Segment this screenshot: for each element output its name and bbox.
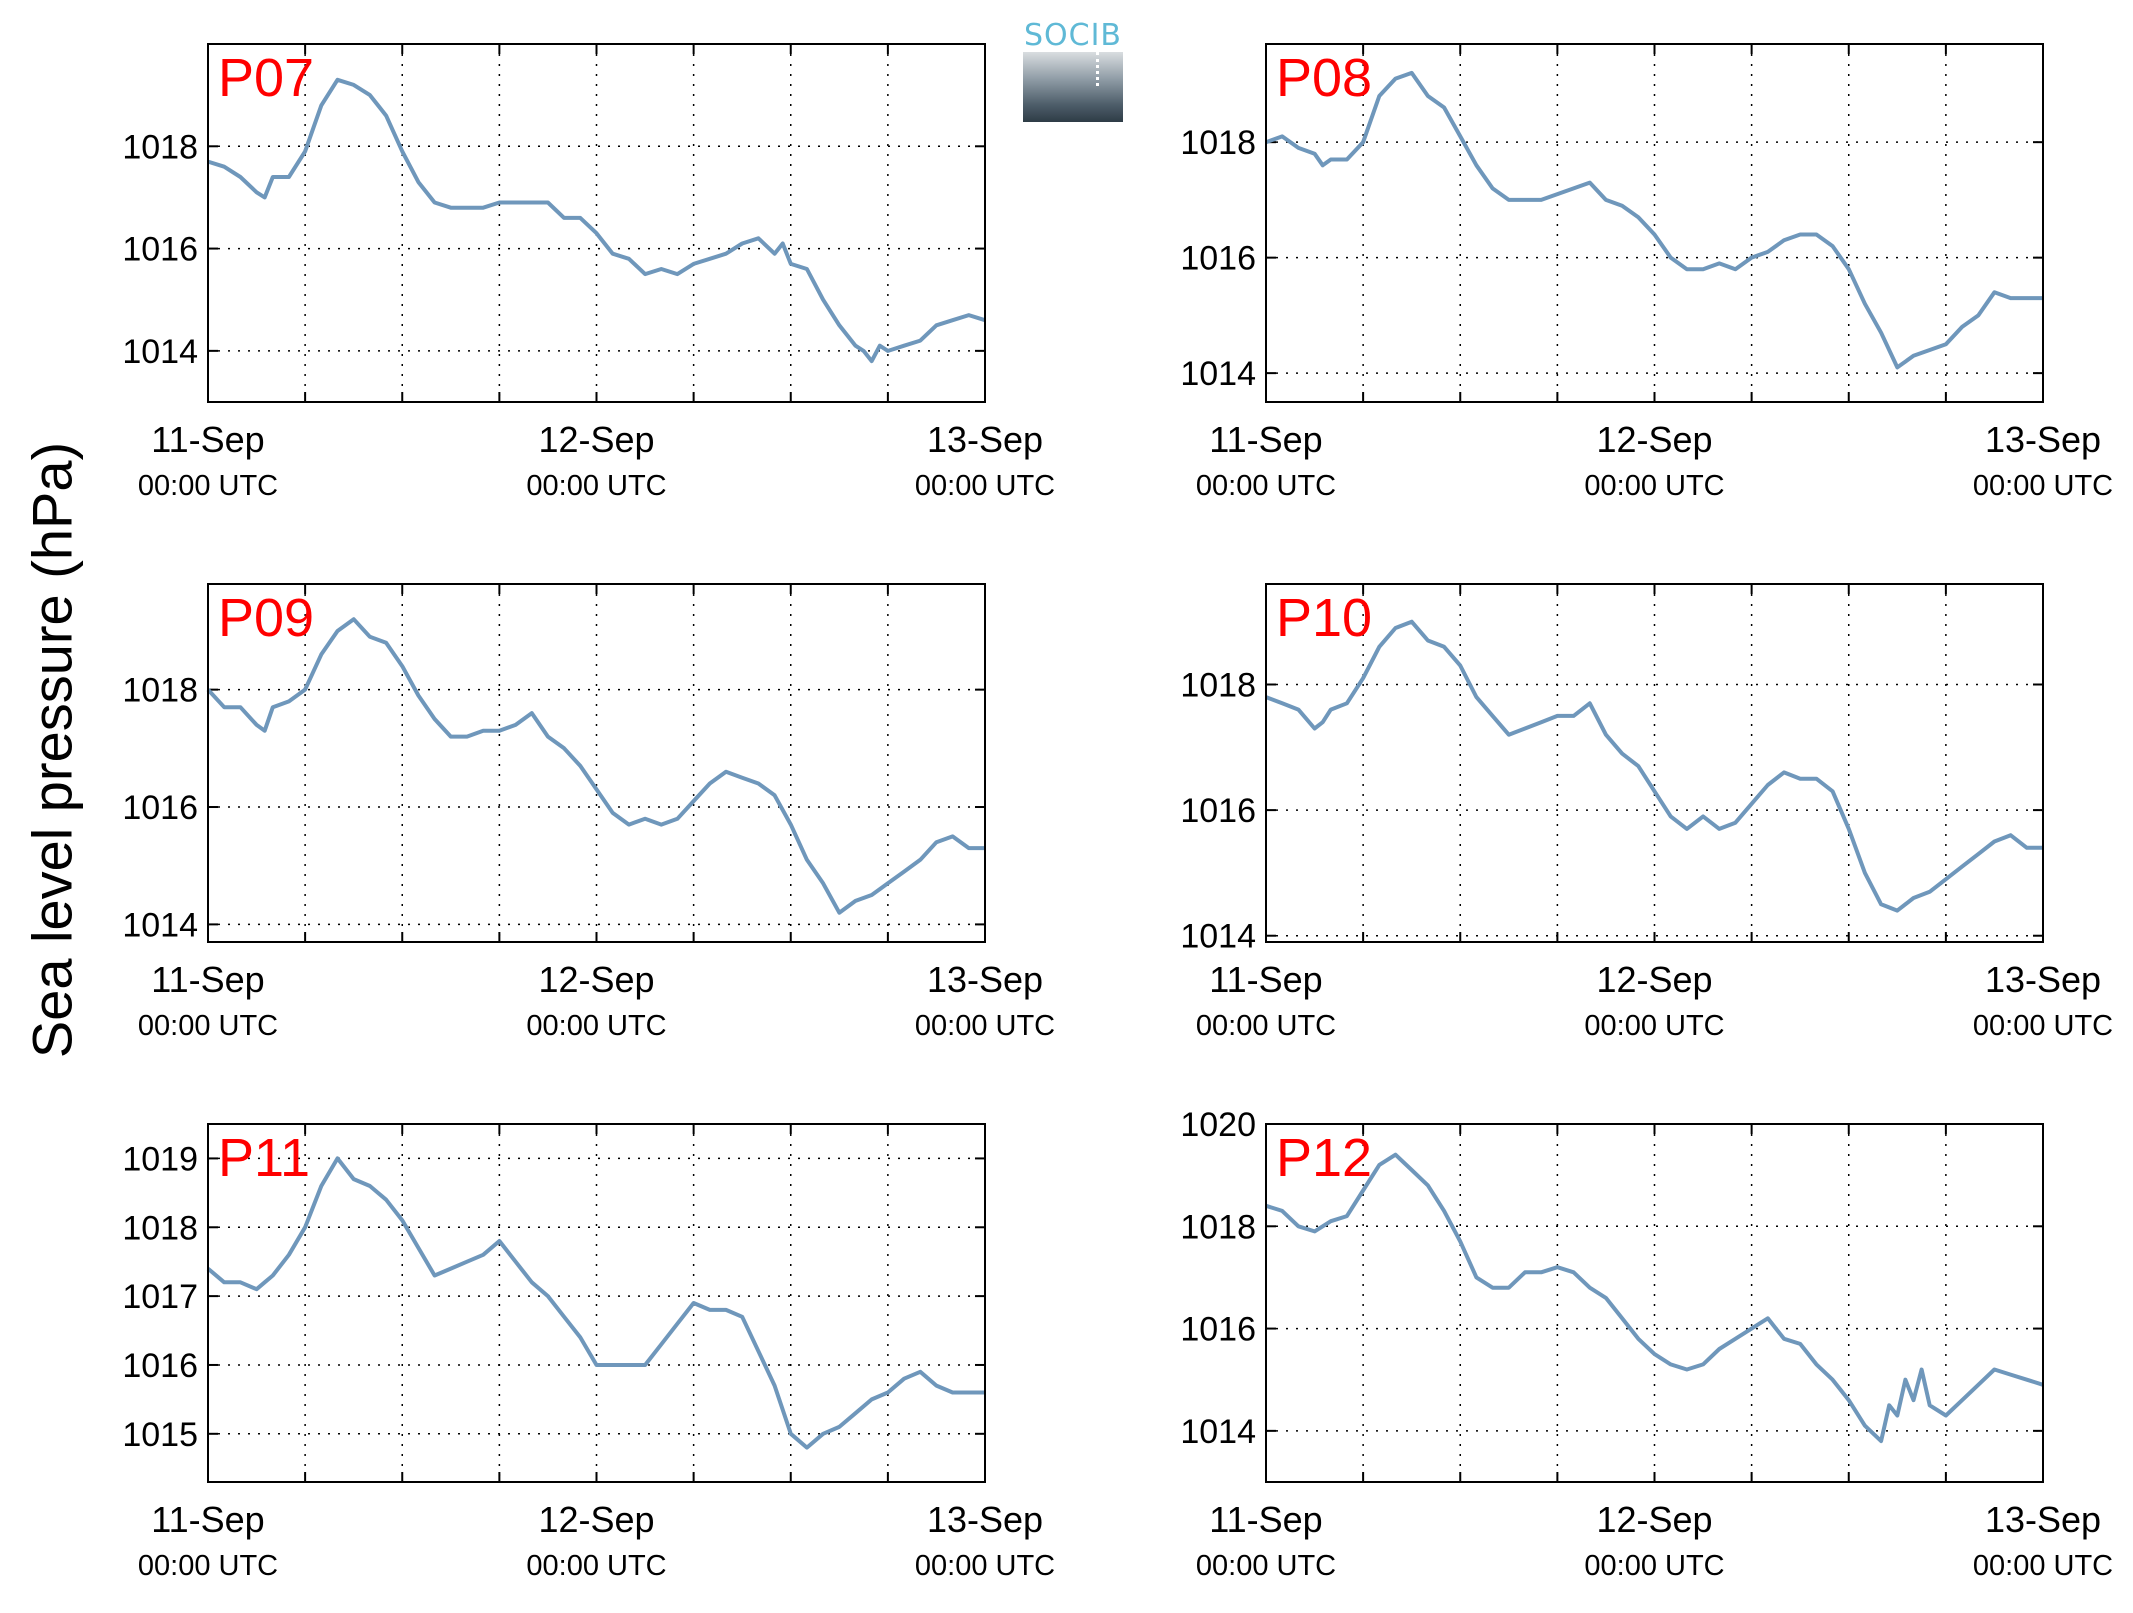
y-tick-label: 1016 xyxy=(1180,1311,1256,1349)
pressure-series-line xyxy=(207,77,986,364)
y-tick-label: 1018 xyxy=(1180,1208,1256,1246)
x-tick-sublabel: 00:00 UTC xyxy=(1973,1010,2113,1042)
y-tick-label: 1014 xyxy=(1180,918,1256,956)
x-tick-label: 11-Sep xyxy=(1209,959,1322,1000)
pressure-series-line xyxy=(206,1156,985,1450)
x-tick-sublabel: 00:00 UTC xyxy=(138,1550,278,1582)
plot-frame xyxy=(207,583,986,943)
x-tick-sublabel: 00:00 UTC xyxy=(138,470,278,502)
y-tick-label: 1014 xyxy=(122,906,198,944)
logo-text: SOCIB xyxy=(1023,18,1123,53)
x-tick-sublabel: 00:00 UTC xyxy=(1973,470,2113,502)
x-tick-label: 11-Sep xyxy=(1209,1499,1322,1540)
panel-title: P08 xyxy=(1276,48,1372,108)
y-tick-label: 1014 xyxy=(122,333,198,371)
x-tick-label: 13-Sep xyxy=(1985,1499,2101,1540)
socib-logo: SOCIB xyxy=(1023,18,1123,122)
panel-title: P07 xyxy=(218,48,314,108)
y-tick-label: 1016 xyxy=(122,1347,198,1385)
x-tick-label: 13-Sep xyxy=(927,1499,1043,1540)
panel-p08: 1014 1016 1018 11-Sep 00:00 UTC 12-Sep 00:00 U… xyxy=(1180,43,2113,502)
plot-frame xyxy=(207,43,986,403)
x-tick-sublabel: 00:00 UTC xyxy=(1973,1550,2113,1582)
x-tick-label: 12-Sep xyxy=(1596,1499,1712,1540)
x-tick-label: 13-Sep xyxy=(1985,419,2101,460)
plot-frame xyxy=(207,1123,986,1483)
panel-title: P11 xyxy=(218,1128,310,1188)
x-tick-sublabel: 00:00 UTC xyxy=(526,1010,666,1042)
x-tick-sublabel: 00:00 UTC xyxy=(1584,1550,1724,1582)
x-tick-sublabel: 00:00 UTC xyxy=(1584,1010,1724,1042)
y-tick-label: 1014 xyxy=(1180,355,1256,393)
pressure-series-line xyxy=(1265,619,2043,913)
y-tick-label: 1018 xyxy=(122,1209,198,1247)
plot-frame xyxy=(1265,43,2044,403)
x-tick-label: 13-Sep xyxy=(927,419,1043,460)
logo-graphic xyxy=(1023,52,1123,122)
x-tick-sublabel: 00:00 UTC xyxy=(138,1010,278,1042)
x-tick-label: 11-Sep xyxy=(151,419,264,460)
y-tick-label: 1016 xyxy=(1180,792,1256,830)
y-tick-label: 1018 xyxy=(122,128,198,166)
y-tick-label: 1016 xyxy=(122,231,198,269)
shared-y-axis-label: Sea level pressure (hPa) xyxy=(20,441,84,1059)
panel-p10: 1014 1016 1018 11-Sep 00:00 UTC 12-Sep 00:00 U… xyxy=(1180,583,2113,1042)
panel-p09: 1014 1016 1018 11-Sep 00:00 UTC 12-Sep 00:00 U… xyxy=(122,583,1055,1042)
pressure-series-line xyxy=(206,617,985,915)
panel-title: P12 xyxy=(1276,1128,1372,1188)
x-tick-sublabel: 00:00 UTC xyxy=(1196,470,1336,502)
x-tick-label: 11-Sep xyxy=(151,1499,264,1540)
x-tick-label: 11-Sep xyxy=(151,959,264,1000)
plot-frame xyxy=(1265,583,2044,943)
x-tick-sublabel: 00:00 UTC xyxy=(915,1010,1055,1042)
x-tick-sublabel: 00:00 UTC xyxy=(1196,1010,1336,1042)
x-tick-sublabel: 00:00 UTC xyxy=(526,470,666,502)
panel-p12: 1014 1016 1018 1020 11-Sep 00:00 UTC 12-Sep 00:… xyxy=(1180,1106,2113,1582)
x-tick-label: 12-Sep xyxy=(538,1499,654,1540)
x-tick-label: 13-Sep xyxy=(927,959,1043,1000)
x-tick-label: 13-Sep xyxy=(1985,959,2101,1000)
x-tick-sublabel: 00:00 UTC xyxy=(1584,470,1724,502)
y-tick-label: 1016 xyxy=(1180,240,1256,278)
y-tick-label: 1020 xyxy=(1180,1106,1256,1144)
plot-frame xyxy=(1265,1123,2044,1483)
y-tick-label: 1015 xyxy=(122,1416,198,1454)
x-tick-label: 11-Sep xyxy=(1209,419,1322,460)
x-tick-label: 12-Sep xyxy=(1596,419,1712,460)
panel-p11: 1015 1016 1017 1018 1019 11-Sep 00:00 UTC 12-Se… xyxy=(122,1123,1055,1582)
pressure-series-line xyxy=(1265,70,2043,370)
x-tick-label: 12-Sep xyxy=(538,419,654,460)
pressure-series-line xyxy=(1265,1152,2044,1444)
x-tick-label: 12-Sep xyxy=(538,959,654,1000)
panel-title: P09 xyxy=(218,588,314,648)
x-tick-sublabel: 00:00 UTC xyxy=(915,470,1055,502)
y-tick-label: 1016 xyxy=(122,789,198,827)
panel-p07: 1014 1016 1018 11-Sep 00:00 UTC 12-Sep 00:00 U… xyxy=(122,43,1055,502)
y-tick-label: 1018 xyxy=(122,672,198,710)
panel-title: P10 xyxy=(1276,588,1372,648)
x-tick-sublabel: 00:00 UTC xyxy=(1196,1550,1336,1582)
y-tick-label: 1014 xyxy=(1180,1413,1256,1451)
x-tick-sublabel: 00:00 UTC xyxy=(915,1550,1055,1582)
logo-dots xyxy=(1096,52,1099,86)
x-tick-sublabel: 00:00 UTC xyxy=(526,1550,666,1582)
y-tick-label: 1019 xyxy=(122,1140,198,1178)
x-tick-label: 12-Sep xyxy=(1596,959,1712,1000)
y-tick-label: 1017 xyxy=(122,1278,198,1316)
y-tick-label: 1018 xyxy=(1180,666,1256,704)
y-tick-label: 1018 xyxy=(1180,124,1256,162)
